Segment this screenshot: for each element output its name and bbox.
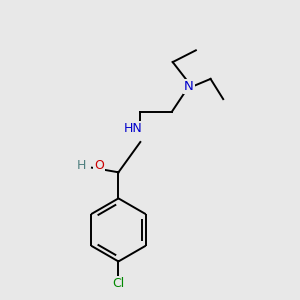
Text: H: H (77, 160, 86, 172)
Text: N: N (184, 80, 194, 93)
Text: Cl: Cl (112, 277, 124, 290)
Text: O: O (94, 160, 104, 172)
Text: HN: HN (123, 122, 142, 135)
